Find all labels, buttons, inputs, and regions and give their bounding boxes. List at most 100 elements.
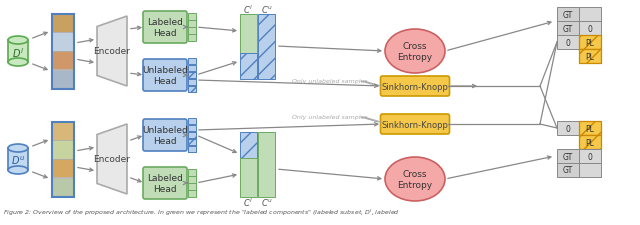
Bar [188,118,196,124]
Bar [52,159,74,178]
Text: GT: GT [563,166,573,175]
Bar [188,14,196,20]
Bar [258,14,275,79]
Text: 0: 0 [588,152,593,161]
Bar [52,122,74,140]
FancyBboxPatch shape [143,60,187,92]
Bar [188,132,196,138]
FancyBboxPatch shape [143,119,187,151]
Text: Labeled
Head: Labeled Head [147,173,183,193]
Bar [557,122,579,135]
Text: Unlabeled
Head: Unlabeled Head [142,126,188,145]
Bar [579,8,601,22]
Bar [579,22,601,36]
Bar [52,33,74,51]
Text: PL: PL [586,138,595,147]
Polygon shape [97,124,127,194]
Bar [258,132,275,197]
Text: $D^u$: $D^u$ [11,154,25,166]
Text: 0: 0 [566,38,570,47]
Text: Only unlabeled samples: Only unlabeled samples [292,79,368,84]
Bar [557,22,579,36]
Bar [579,163,601,177]
Text: $C^u$: $C^u$ [260,4,273,15]
Bar [52,122,74,197]
Bar [188,176,196,183]
Text: $C^l$: $C^l$ [243,196,253,208]
Bar [8,41,28,63]
Bar [579,36,601,50]
Bar [188,65,196,72]
Ellipse shape [8,166,28,174]
Text: PL: PL [586,38,595,47]
Ellipse shape [8,59,28,67]
Bar [240,53,257,79]
Bar [240,132,257,158]
Text: Sinkhorn-Knopp: Sinkhorn-Knopp [381,120,449,129]
Bar [557,149,579,163]
Text: 0: 0 [566,124,570,133]
Bar [188,183,196,190]
Text: PL: PL [586,52,595,61]
Text: Encoder: Encoder [93,47,131,56]
Bar [579,50,601,64]
Bar [579,122,601,135]
Bar [557,8,579,22]
Bar [579,135,601,149]
Ellipse shape [8,37,28,45]
Text: PL: PL [586,124,595,133]
Text: Sinkhorn-Knopp: Sinkhorn-Knopp [381,82,449,91]
Bar [557,163,579,177]
Bar [188,35,196,41]
Text: $D^l$: $D^l$ [12,46,24,60]
Bar [188,72,196,79]
FancyBboxPatch shape [381,115,449,134]
Bar [52,52,74,70]
Bar [52,14,74,33]
Bar [188,72,196,79]
Bar [188,139,196,145]
FancyBboxPatch shape [143,12,187,44]
Bar [188,86,196,93]
Bar [240,158,257,197]
Text: Figure 2: Overview of the proposed architecture. In green we represent the "labe: Figure 2: Overview of the proposed archi… [3,207,400,217]
Text: $C^l$: $C^l$ [243,3,253,16]
Bar [52,141,74,159]
Bar [188,86,196,93]
Bar [579,149,601,163]
Text: GT: GT [563,10,573,19]
Bar [240,14,257,53]
Text: Cross
Entropy: Cross Entropy [397,170,433,189]
Bar [188,132,196,138]
Text: Cross
Entropy: Cross Entropy [397,42,433,61]
Bar [52,178,74,196]
Bar [188,146,196,152]
Ellipse shape [385,157,445,201]
Ellipse shape [385,30,445,74]
Ellipse shape [8,144,28,152]
Bar [188,169,196,176]
Bar [188,58,196,65]
Bar [188,79,196,86]
Bar [188,190,196,197]
Bar [52,14,74,89]
FancyBboxPatch shape [143,167,187,199]
FancyBboxPatch shape [381,77,449,97]
Bar [188,79,196,86]
Text: GT: GT [563,24,573,33]
Text: Only unlabeled samples: Only unlabeled samples [292,115,368,120]
Bar [188,146,196,152]
Bar [188,139,196,145]
Bar [52,70,74,89]
Bar [557,36,579,50]
Text: $C^u$: $C^u$ [260,196,273,207]
Text: Encoder: Encoder [93,155,131,164]
Bar [188,21,196,27]
Text: GT: GT [563,152,573,161]
Bar [188,125,196,131]
Text: 0: 0 [588,24,593,33]
Bar [8,148,28,170]
Text: Labeled
Head: Labeled Head [147,18,183,38]
Text: Unlabeled
Head: Unlabeled Head [142,66,188,85]
Bar [188,28,196,34]
